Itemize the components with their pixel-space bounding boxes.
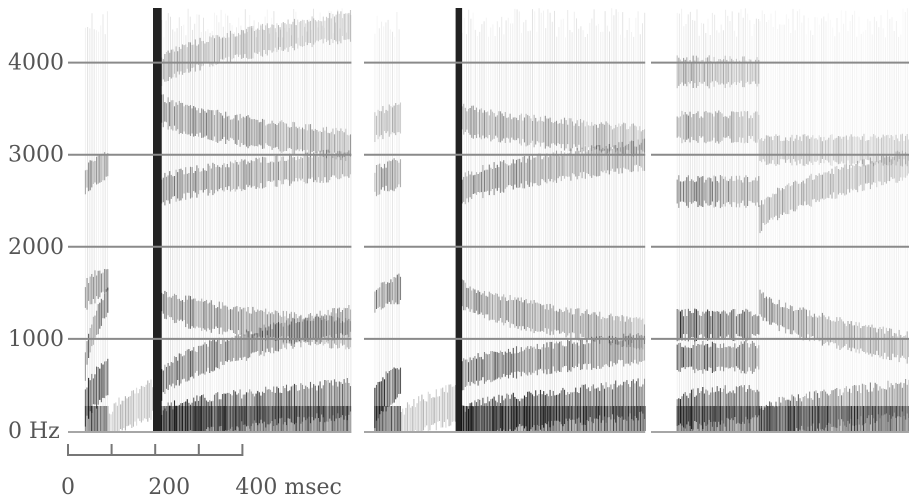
time-scale-bar: 0 200 400 msec [61, 444, 342, 497]
spectrogram-panel-2 [364, 8, 646, 433]
x-tick-label: 200 [148, 475, 190, 497]
x-tick-label: 400 msec [235, 475, 341, 497]
segment-closure [108, 379, 154, 431]
segment-burst [455, 8, 463, 431]
spectrogram-panel-3 [651, 8, 909, 433]
segment-vowel [461, 8, 646, 431]
segment-closure [400, 384, 457, 431]
y-tick-label: 1000 [8, 327, 64, 352]
y-tick-label: 2000 [8, 235, 64, 260]
burst-band [153, 8, 162, 431]
y-axis: 0 Hz 1000 2000 3000 4000 [8, 51, 64, 444]
spectrogram-panel-1 [68, 8, 352, 433]
x-tick-label: 0 [61, 475, 75, 497]
frequency-gridlines [68, 61, 909, 340]
burst-band [455, 8, 463, 431]
segment-weak [759, 8, 909, 431]
segment-vowel [161, 8, 352, 431]
y-tick-label: 4000 [8, 51, 64, 76]
segment-voiced [84, 11, 109, 431]
segment-burst [153, 8, 162, 431]
segment-vowel [676, 8, 761, 431]
y-tick-label: 0 Hz [8, 419, 60, 444]
y-tick-label: 3000 [8, 143, 64, 168]
segment-voiced [374, 12, 402, 431]
spectrogram-panels [68, 8, 909, 433]
